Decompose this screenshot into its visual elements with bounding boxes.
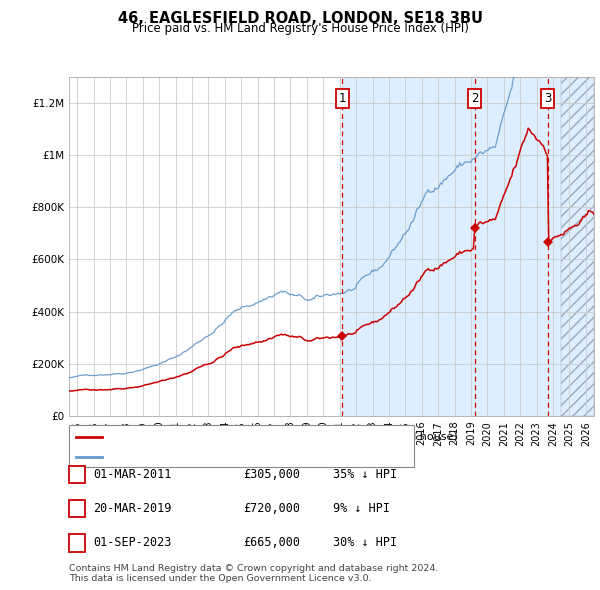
Text: 1: 1 xyxy=(73,468,80,481)
Text: 9% ↓ HPI: 9% ↓ HPI xyxy=(333,502,390,515)
Text: 2: 2 xyxy=(471,92,478,105)
Text: 35% ↓ HPI: 35% ↓ HPI xyxy=(333,468,397,481)
Text: 46, EAGLESFIELD ROAD, LONDON, SE18 3BU (detached house): 46, EAGLESFIELD ROAD, LONDON, SE18 3BU (… xyxy=(107,432,458,442)
Bar xyxy=(561,77,594,416)
Text: 1: 1 xyxy=(339,92,346,105)
Bar xyxy=(343,77,594,416)
Text: 3: 3 xyxy=(73,536,80,549)
Text: Contains HM Land Registry data © Crown copyright and database right 2024.
This d: Contains HM Land Registry data © Crown c… xyxy=(69,563,439,583)
Text: 01-MAR-2011: 01-MAR-2011 xyxy=(93,468,172,481)
Text: HPI: Average price, detached house, Greenwich: HPI: Average price, detached house, Gree… xyxy=(107,452,373,461)
Text: 2: 2 xyxy=(73,502,80,515)
Text: Price paid vs. HM Land Registry's House Price Index (HPI): Price paid vs. HM Land Registry's House … xyxy=(131,22,469,35)
Text: 3: 3 xyxy=(544,92,551,105)
Text: 20-MAR-2019: 20-MAR-2019 xyxy=(93,502,172,515)
Text: 46, EAGLESFIELD ROAD, LONDON, SE18 3BU: 46, EAGLESFIELD ROAD, LONDON, SE18 3BU xyxy=(118,11,482,25)
Text: £665,000: £665,000 xyxy=(243,536,300,549)
Text: £305,000: £305,000 xyxy=(243,468,300,481)
Text: £720,000: £720,000 xyxy=(243,502,300,515)
Text: 30% ↓ HPI: 30% ↓ HPI xyxy=(333,536,397,549)
Text: 01-SEP-2023: 01-SEP-2023 xyxy=(93,536,172,549)
